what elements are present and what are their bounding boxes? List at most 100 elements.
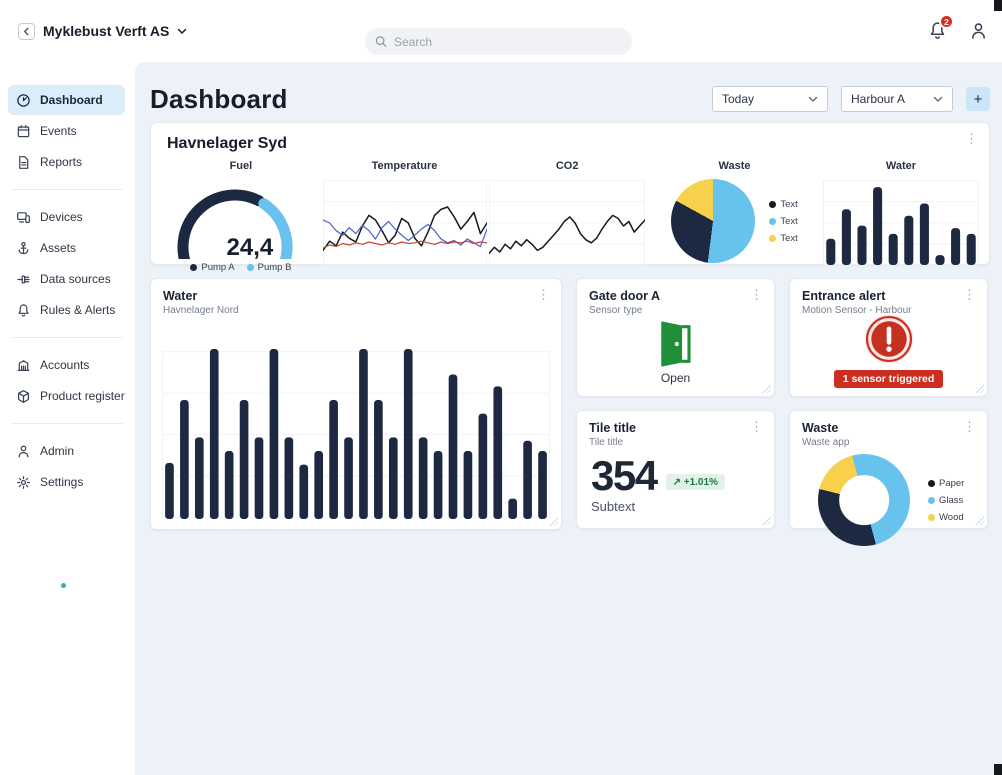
legend-item: Glass bbox=[928, 495, 964, 506]
bar bbox=[418, 437, 428, 519]
sidebar-item-admin[interactable]: Admin bbox=[8, 436, 125, 466]
sidebar-divider bbox=[12, 423, 123, 424]
legend-dot bbox=[246, 264, 254, 271]
gear-icon bbox=[17, 475, 30, 489]
bar bbox=[493, 386, 503, 519]
legend-label: Paper bbox=[939, 477, 965, 489]
kebab-menu-icon[interactable]: ⋮ bbox=[750, 287, 763, 302]
temperature-line-chart bbox=[322, 180, 487, 266]
user-menu-button[interactable] bbox=[969, 21, 988, 41]
sidebar-item-label: Accounts bbox=[40, 358, 90, 372]
fuel-legend: Pump A Pump B bbox=[190, 262, 291, 273]
sidebar: Dashboard Events Reports Devices Assets bbox=[0, 62, 135, 775]
connector-icon bbox=[17, 275, 30, 283]
resize-handle[interactable] bbox=[761, 383, 771, 393]
notifications-button[interactable]: 2 bbox=[928, 14, 954, 41]
sidebar-item-data-sources[interactable]: Data sources bbox=[8, 264, 125, 294]
sidebar-item-rules-alerts[interactable]: Rules & Alerts bbox=[8, 295, 125, 325]
gate-door-card[interactable]: ⋮ Gate door A Sensor type Open bbox=[576, 278, 775, 397]
resize-handle[interactable] bbox=[761, 515, 771, 525]
sidebar-item-label: Product register bbox=[40, 389, 125, 403]
resize-handle[interactable] bbox=[548, 516, 558, 526]
period-select[interactable]: Today bbox=[712, 86, 828, 112]
location-select-value: Harbour A bbox=[851, 92, 906, 106]
add-tile-button[interactable]: + bbox=[966, 87, 990, 111]
kebab-menu-icon[interactable]: ⋮ bbox=[963, 287, 976, 302]
overview-card[interactable]: ⋮ Havnelager Syd Fuel 24,4 Pump A Pump B … bbox=[150, 122, 990, 273]
chevron-down-icon bbox=[808, 96, 818, 102]
page-title: Dashboard bbox=[150, 84, 288, 114]
sidebar-collapse-icon[interactable] bbox=[18, 22, 35, 40]
sidebar-item-reports[interactable]: Reports bbox=[8, 147, 125, 177]
legend-item: Paper bbox=[928, 478, 964, 489]
waste-pie-chart bbox=[671, 179, 756, 263]
legend-dot bbox=[769, 234, 777, 242]
sidebar-item-assets[interactable]: Assets bbox=[8, 233, 125, 263]
bar bbox=[239, 400, 249, 519]
chevron-down-icon bbox=[933, 96, 943, 102]
resize-handle[interactable] bbox=[974, 515, 984, 525]
legend-dot bbox=[769, 200, 777, 208]
sidebar-item-label: Admin bbox=[40, 444, 75, 458]
sidebar-item-settings[interactable]: Settings bbox=[8, 467, 125, 497]
bank-icon bbox=[17, 359, 30, 371]
user-icon bbox=[972, 23, 985, 39]
co2-line-chart bbox=[489, 180, 646, 266]
bar bbox=[269, 349, 279, 519]
chevron-down-icon bbox=[178, 28, 187, 34]
sidebar-item-dashboard[interactable]: Dashboard bbox=[8, 85, 125, 115]
bar bbox=[194, 437, 204, 519]
sidebar-divider bbox=[12, 189, 123, 190]
bar bbox=[841, 209, 851, 265]
legend-item: Pump A bbox=[190, 262, 235, 273]
tile-card[interactable]: ⋮ Tile title Tile title 354 ↗ +1.01% Sub… bbox=[576, 410, 775, 529]
search-bar[interactable] bbox=[365, 28, 632, 55]
sidebar-item-events[interactable]: Events bbox=[8, 116, 125, 146]
period-select-value: Today bbox=[722, 92, 755, 106]
person-icon bbox=[18, 445, 29, 457]
sidebar-item-label: Assets bbox=[40, 241, 77, 255]
bar bbox=[888, 233, 898, 265]
sidebar-item-accounts[interactable]: Accounts bbox=[8, 350, 125, 380]
bar bbox=[478, 413, 488, 519]
legend-dot bbox=[769, 217, 777, 225]
legend-item: Text bbox=[769, 198, 798, 210]
entrance-alert-card[interactable]: ⋮ Entrance alert Motion Sensor - Harbour… bbox=[789, 278, 988, 397]
chart-title-co2: CO2 bbox=[555, 160, 579, 172]
resize-handle[interactable] bbox=[974, 383, 984, 393]
bar bbox=[299, 464, 309, 519]
trend-label: +1.01% bbox=[683, 476, 718, 488]
bar bbox=[180, 400, 189, 519]
kebab-menu-icon[interactable]: ⋮ bbox=[537, 287, 550, 302]
bell-icon bbox=[18, 303, 29, 317]
legend-dot bbox=[928, 513, 935, 521]
waste-card-title: Waste bbox=[802, 421, 839, 435]
legend-label: Glass bbox=[939, 494, 964, 506]
sidebar-item-product-register[interactable]: Product register bbox=[8, 381, 125, 411]
open-door-icon bbox=[660, 321, 691, 367]
chart-title-waste: Waste bbox=[718, 160, 751, 172]
kebab-menu-icon[interactable]: ⋮ bbox=[750, 419, 763, 434]
kebab-menu-icon[interactable]: ⋮ bbox=[963, 419, 976, 434]
bar bbox=[388, 437, 398, 519]
legend-item: Text bbox=[769, 232, 798, 244]
line-series bbox=[322, 219, 487, 248]
location-select[interactable]: Harbour A bbox=[841, 86, 953, 112]
water-card[interactable]: ⋮ Water Havnelager Nord bbox=[150, 278, 562, 530]
main-content: Dashboard Today Harbour A + ⋮ Havnelager… bbox=[135, 62, 1002, 775]
water-card-title: Water bbox=[163, 289, 198, 303]
sidebar-item-devices[interactable]: Devices bbox=[8, 202, 125, 232]
org-switcher[interactable]: Myklebust Verft AS bbox=[0, 22, 187, 40]
bar bbox=[329, 400, 338, 519]
waste-card[interactable]: ⋮ Waste Waste app Paper Glass Wood bbox=[789, 410, 988, 546]
kebab-menu-icon[interactable]: ⋮ bbox=[965, 131, 978, 146]
screen-corner-artifact bbox=[994, 764, 1002, 775]
line-series bbox=[322, 206, 487, 252]
search-input[interactable] bbox=[394, 34, 622, 49]
chart-title-water: Water bbox=[885, 160, 917, 172]
bar bbox=[826, 238, 836, 265]
bar bbox=[538, 451, 547, 519]
legend-label: Text bbox=[780, 198, 798, 210]
water-card-subtitle: Havnelager Nord bbox=[163, 305, 239, 316]
legend-label: Text bbox=[780, 232, 798, 244]
